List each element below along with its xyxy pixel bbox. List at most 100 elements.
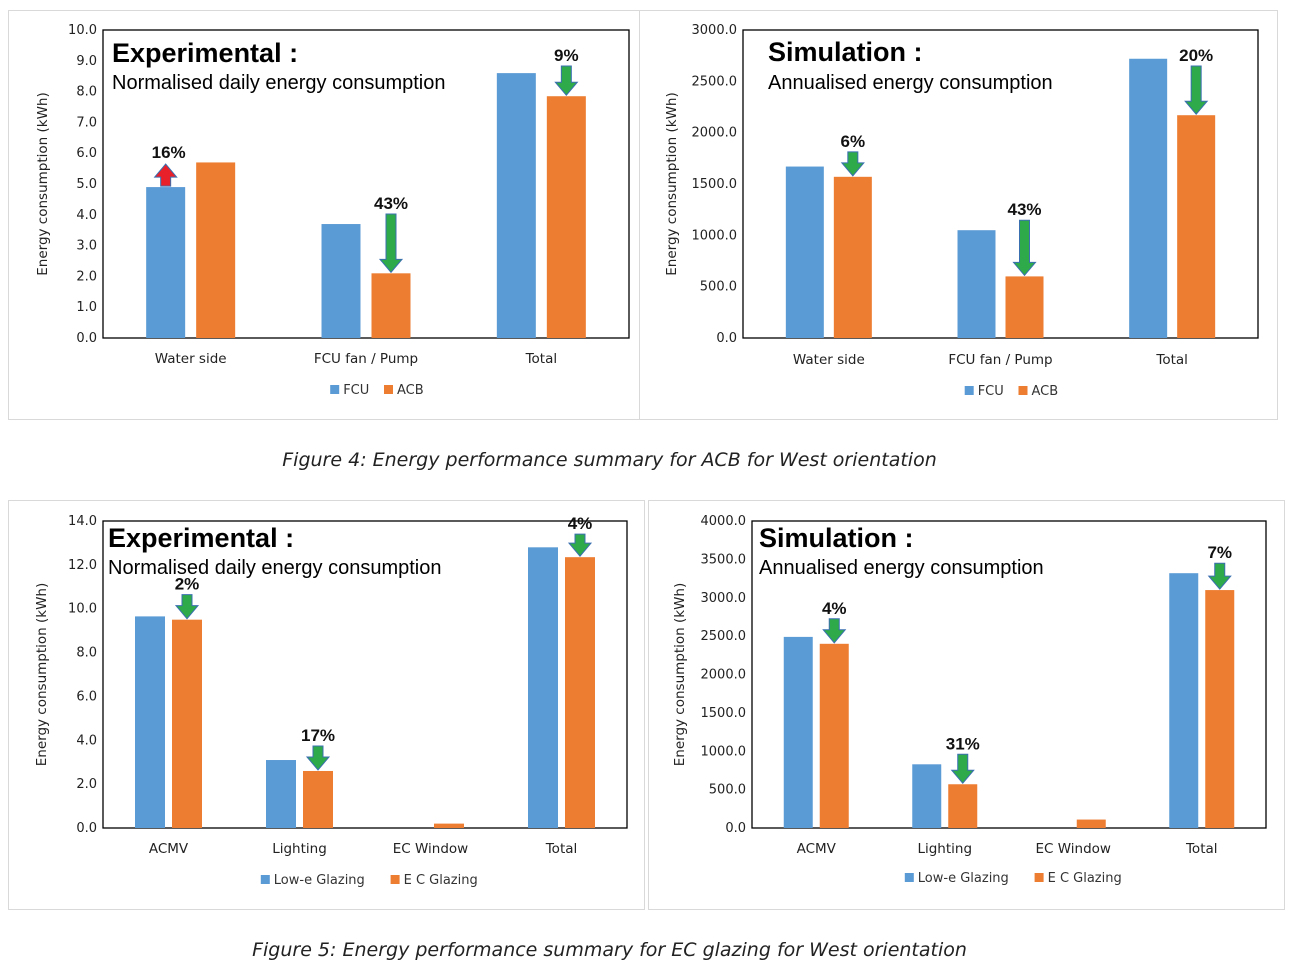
bar-fcu	[785, 166, 824, 338]
y-tick-label: 3.0	[76, 239, 97, 254]
y-tick-label: 4.0	[76, 733, 97, 748]
chart-title: Simulation :	[759, 523, 914, 553]
bar-e-c-glazing	[948, 784, 978, 828]
bar-e-c-glazing	[1076, 819, 1106, 828]
legend-swatch-series-1	[964, 386, 974, 395]
plot-frame	[102, 29, 630, 339]
y-tick-label: 3000.0	[692, 23, 738, 38]
arrow-down-icon	[840, 151, 865, 177]
legend-label-series-1: FCU	[343, 383, 369, 398]
percent-change-label: 4%	[568, 514, 593, 533]
y-tick-label: 5.0	[76, 177, 97, 192]
y-tick-label: 2.0	[76, 777, 97, 792]
x-category-label: Total	[545, 841, 578, 857]
y-tick-label: 1500.0	[701, 706, 747, 721]
y-tick-label: 1000.0	[692, 228, 738, 243]
y-tick-label: 500.0	[709, 783, 746, 798]
chart-experimental-acb: 0.0 1.0 2.0 3.0 4.0 5.0 6.0 7.0 8.0 9.0 10.0 Energy…	[35, 23, 630, 398]
plot-frame	[742, 29, 1259, 339]
x-category-label: EC Window	[393, 841, 468, 857]
percent-change-label: 16%	[152, 143, 186, 162]
legend-label-series-1: FCU	[978, 384, 1004, 399]
chart-panel-experimental-acb: 0.0 1.0 2.0 3.0 4.0 5.0 6.0 7.0 8.0 9.0 10.0 Energy…	[8, 10, 640, 420]
bar-e-c-glazing	[1205, 590, 1235, 828]
bar-e-c-glazing	[434, 823, 464, 828]
legend-swatch-series-1	[260, 875, 270, 884]
y-tick-label: 0.0	[76, 821, 97, 836]
arrow-down-icon	[567, 533, 593, 557]
bar-acb	[1177, 115, 1216, 338]
x-category-label: Total	[1185, 841, 1218, 857]
figure-5-caption: Figure 5: Energy performance summary for…	[252, 939, 967, 961]
legend-swatch-series-2	[384, 385, 393, 394]
chart-experimental-ec: 0.0 2.0 4.0 6.0 8.0 10.0 12.0 14.0 Energy consum…	[34, 514, 628, 888]
chart-simulation-acb: 0.0 500.0 1000.0 1500.0 2000.0 2500.0 3000.0 En…	[664, 23, 1259, 399]
bar-e-c-glazing	[565, 557, 595, 828]
bar-acb	[1005, 276, 1044, 338]
x-category-label: FCU fan / Pump	[948, 352, 1052, 368]
bar-fcu	[957, 230, 996, 338]
y-tick-label: 6.0	[76, 689, 97, 704]
y-tick-label: 4000.0	[701, 514, 747, 529]
x-category-label: Water side	[155, 351, 227, 367]
legend-label-series-1: Low-e Glazing	[274, 873, 365, 888]
percent-change-label: 20%	[1179, 46, 1213, 65]
y-tick-label: 1.0	[76, 300, 97, 315]
arrow-down-icon	[950, 753, 975, 785]
percent-change-label: 9%	[554, 46, 579, 65]
y-axis-label: Energy consumption (kWh)	[35, 92, 51, 276]
y-tick-label: 4.0	[76, 208, 97, 223]
x-category-label: Lighting	[917, 841, 972, 857]
legend-swatch-series-2	[1018, 386, 1028, 395]
y-tick-label: 0.0	[76, 331, 97, 346]
x-category-label: Water side	[793, 352, 865, 368]
arrow-up-icon	[153, 163, 178, 187]
legend-swatch-series-1	[330, 385, 340, 394]
bar-low-e-glazing	[1169, 573, 1199, 828]
y-tick-label: 2500.0	[701, 629, 747, 644]
legend-label-series-2: E C Glazing	[1048, 871, 1122, 886]
x-category-label: Lighting	[272, 841, 327, 857]
bar-fcu	[321, 224, 361, 338]
x-category-label: ACMV	[149, 841, 189, 857]
y-tick-label: 1500.0	[692, 177, 738, 192]
arrow-down-icon	[822, 618, 847, 644]
percent-change-label: 31%	[946, 734, 980, 753]
chart-panel-simulation-acb: 0.0 500.0 1000.0 1500.0 2000.0 2500.0 3000.0 En…	[639, 10, 1278, 420]
x-category-label: ACMV	[797, 841, 837, 857]
y-tick-label: 2500.0	[692, 74, 738, 89]
y-tick-label: 2.0	[76, 269, 97, 284]
x-category-label: Total	[1155, 352, 1188, 368]
legend-label-series-1: Low-e Glazing	[918, 871, 1009, 886]
figure-4-caption: Figure 4: Energy performance summary for…	[282, 449, 937, 471]
chart-panel-simulation-ec: 0.0 500.0 1000.0 1500.0 2000.0 2500.0 3000.0 35…	[648, 500, 1285, 910]
bar-low-e-glazing	[266, 760, 296, 828]
percent-change-label: 7%	[1207, 543, 1232, 562]
y-tick-label: 8.0	[76, 85, 97, 100]
y-tick-label: 8.0	[76, 646, 97, 661]
y-tick-label: 12.0	[68, 558, 97, 573]
y-tick-label: 500.0	[700, 280, 737, 295]
bar-fcu	[146, 187, 186, 338]
percent-change-label: 43%	[374, 194, 408, 213]
y-tick-label: 0.0	[725, 821, 746, 836]
percent-change-label: 17%	[301, 726, 335, 745]
chart-title: Experimental :	[112, 38, 298, 68]
arrow-down-icon	[1012, 219, 1037, 277]
legend-swatch-series-1	[904, 873, 914, 882]
y-tick-label: 14.0	[68, 514, 97, 529]
arrow-down-icon	[554, 65, 579, 96]
y-tick-label: 6.0	[76, 146, 97, 161]
bar-acb	[196, 162, 236, 338]
legend-label-series-2: ACB	[397, 383, 424, 398]
percent-change-label: 2%	[175, 575, 200, 594]
bar-fcu	[496, 73, 536, 338]
bar-low-e-glazing	[528, 547, 558, 828]
legend-label-series-2: E C Glazing	[404, 873, 478, 888]
y-tick-label: 9.0	[76, 54, 97, 69]
arrow-down-icon	[174, 594, 200, 620]
chart-subtitle: Annualised energy consumption	[768, 72, 1053, 94]
y-tick-label: 0.0	[716, 331, 737, 346]
x-category-label: EC Window	[1036, 841, 1111, 857]
y-tick-label: 7.0	[76, 115, 97, 130]
